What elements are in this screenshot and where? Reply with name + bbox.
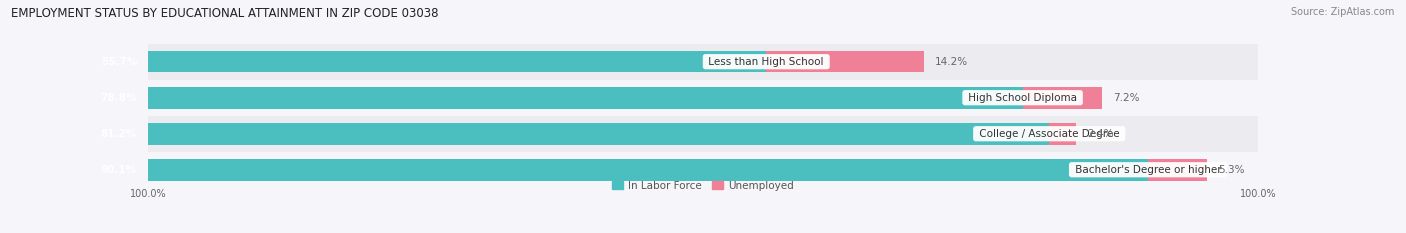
Bar (148, 80, 1258, 116)
Text: High School Diploma: High School Diploma (965, 93, 1080, 103)
Text: 55.7%: 55.7% (101, 57, 136, 67)
Text: 78.8%: 78.8% (101, 93, 136, 103)
Text: Bachelor's Degree or higher: Bachelor's Degree or higher (1071, 165, 1225, 175)
Bar (148, 116, 1258, 152)
Text: Less than High School: Less than High School (706, 57, 827, 67)
Bar (766, 51, 924, 72)
Legend: In Labor Force, Unemployed: In Labor Force, Unemployed (613, 181, 793, 191)
Text: 81.2%: 81.2% (101, 129, 136, 139)
Bar (148, 87, 1022, 109)
Text: 7.2%: 7.2% (1114, 93, 1140, 103)
Text: 100.0%: 100.0% (129, 189, 166, 199)
Text: 14.2%: 14.2% (935, 57, 969, 67)
Text: Source: ZipAtlas.com: Source: ZipAtlas.com (1291, 7, 1395, 17)
Text: 5.3%: 5.3% (1218, 165, 1244, 175)
Text: 100.0%: 100.0% (1240, 189, 1277, 199)
Text: 2.4%: 2.4% (1087, 129, 1114, 139)
Bar (148, 51, 766, 72)
Bar (1049, 123, 1076, 144)
Bar (148, 44, 1258, 80)
Bar (148, 159, 1147, 181)
Bar (1022, 87, 1102, 109)
Text: EMPLOYMENT STATUS BY EDUCATIONAL ATTAINMENT IN ZIP CODE 03038: EMPLOYMENT STATUS BY EDUCATIONAL ATTAINM… (11, 7, 439, 20)
Bar (1147, 159, 1206, 181)
Text: 90.1%: 90.1% (101, 165, 136, 175)
Text: College / Associate Degree: College / Associate Degree (976, 129, 1122, 139)
Bar (148, 123, 1049, 144)
Bar (148, 152, 1258, 188)
